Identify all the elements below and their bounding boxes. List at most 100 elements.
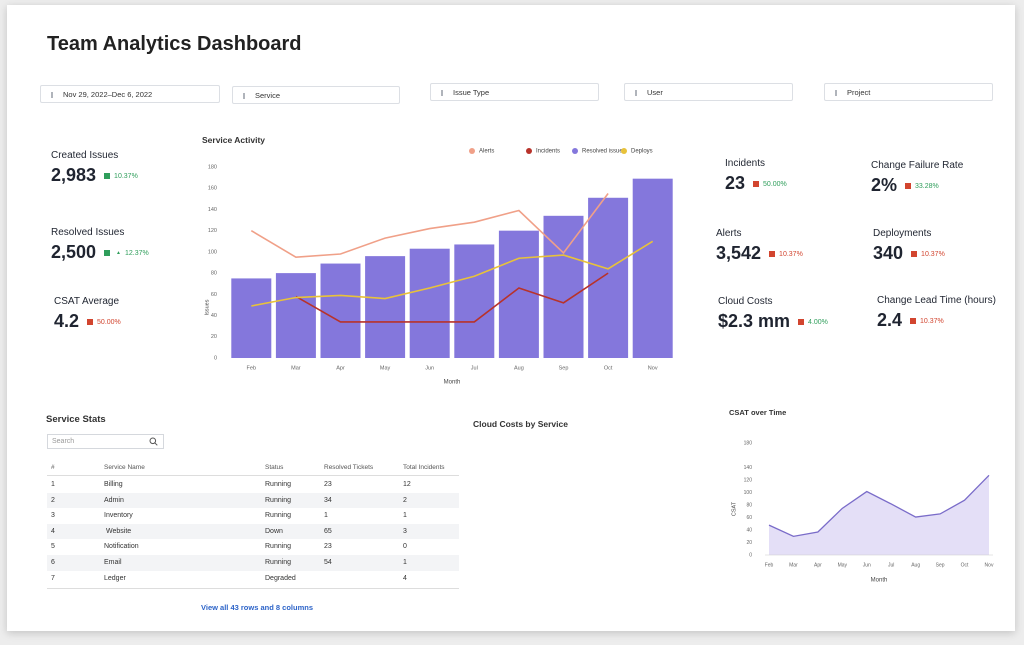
search-placeholder: Search [52, 438, 75, 445]
legend-marker [469, 148, 475, 154]
table-cell: 3 [51, 512, 55, 520]
metric-row: 3,542 10.37% [716, 243, 803, 264]
y-tick-label: 180 [744, 440, 753, 446]
metric-value: $2.3 mm [718, 311, 791, 331]
table-cell: Admin [104, 496, 124, 504]
change-icon [104, 173, 111, 180]
metric-label: Created Issues [51, 150, 119, 161]
y-axis-label: CSAT [731, 501, 737, 516]
table-cell: 54 [324, 559, 332, 566]
metric-change: 4.00% [808, 318, 828, 326]
column-header: Resolved Tickets [324, 464, 374, 471]
search-box[interactable]: Search [47, 434, 164, 449]
issue-type-filter[interactable]: Issue Type [430, 83, 599, 101]
table-cell: 1 [403, 512, 407, 520]
table-cell: Degraded [265, 574, 296, 582]
line [250, 193, 609, 259]
y-tick-label: 20 [211, 334, 217, 340]
metric-change: 50.00% [763, 180, 787, 188]
y-tick-label: 40 [211, 313, 217, 319]
y-axis-label: Issues [204, 299, 210, 315]
date-filter[interactable]: Nov 29, 2022–Dec 6, 2022 [40, 85, 220, 103]
x-tick-label: May [838, 562, 848, 568]
x-tick-label: Feb [247, 365, 256, 371]
x-tick-label: Nov [648, 365, 658, 371]
y-tick-label: 100 [744, 490, 753, 496]
metric-label: Resolved Issues [51, 227, 125, 238]
table-cell: 7 [51, 574, 55, 582]
x-tick-label: Nov [985, 562, 994, 568]
y-tick-label: 60 [211, 292, 217, 298]
legend-marker [526, 148, 532, 154]
x-tick-label: Jul [471, 365, 478, 371]
metric-row: $2.3 mm 4.00% [718, 311, 828, 332]
table-cell: 65 [324, 527, 332, 535]
table-cell: 12 [403, 481, 411, 488]
metric-label: CSAT Average [54, 296, 120, 307]
x-tick-label: Oct [604, 365, 613, 371]
table-cell: 4 [403, 574, 407, 582]
legend-marker [621, 148, 627, 154]
row-background [47, 523, 459, 540]
y-tick-label: 120 [744, 478, 753, 484]
bar [632, 178, 673, 358]
row-background [47, 492, 459, 509]
service-filter[interactable]: Service [232, 86, 400, 104]
bar [498, 230, 539, 358]
table-cell: Running [265, 543, 292, 551]
x-tick-label: Mar [291, 365, 301, 371]
chart-title: Cloud Costs by Service [473, 419, 568, 429]
table-cell: 4 [51, 527, 55, 535]
search-icon [149, 437, 158, 446]
table-cell: 1 [324, 512, 328, 520]
bar [588, 197, 629, 358]
view-all-link[interactable]: View all 43 rows and 8 columns [201, 603, 313, 612]
table-cell: 2 [51, 496, 55, 504]
area [769, 475, 989, 555]
table-cell: Running [265, 481, 292, 488]
metric-change: 10.37% [779, 250, 803, 258]
column-header: Total Incidents [403, 464, 445, 471]
y-tick-label: 80 [746, 503, 752, 509]
metric-row: 2% 33.28% [871, 175, 939, 196]
metric-value: 4.2 [54, 311, 80, 331]
x-tick-label: May [380, 365, 391, 371]
table-cell: 6 [51, 559, 55, 566]
metric-label: Alerts [716, 228, 742, 239]
metric-change: 10.37% [921, 250, 945, 258]
header-divider [47, 475, 459, 476]
bar [275, 273, 316, 358]
y-tick-label: 100 [208, 249, 217, 255]
y-tick-label: 40 [746, 527, 752, 533]
change-icon [798, 319, 805, 326]
chart-title: Service Activity [202, 135, 265, 145]
chart-title: CSAT over Time [729, 408, 787, 417]
table-cell: Inventory [104, 512, 133, 520]
metric-value: 23 [725, 173, 746, 193]
metric-value: 340 [873, 243, 904, 263]
metric-row: 340 10.37% [873, 243, 945, 264]
bar [365, 256, 406, 358]
project-filter[interactable]: Project [824, 83, 993, 101]
table-title: Service Stats [46, 414, 106, 425]
change-icon [910, 318, 917, 325]
table-cell: 23 [324, 481, 332, 488]
user-filter[interactable]: User [624, 83, 793, 101]
table-cell: 5 [51, 543, 55, 551]
table-cell: Billing [104, 481, 123, 488]
metric-label: Incidents [725, 158, 766, 169]
bar [543, 215, 584, 358]
csat-chart: 0 20 40 60 80 100 120 140 180 Feb Mar Apr May Jun Jul A… [731, 440, 994, 583]
x-tick-label: Apr [814, 562, 822, 568]
change-icon [753, 181, 760, 188]
x-tick-label: Aug [514, 365, 524, 371]
bar [454, 244, 495, 358]
table-cell: 1 [403, 559, 407, 566]
table-cell: 23 [324, 543, 332, 551]
x-tick-label: Aug [911, 562, 920, 568]
metric-value: 2,500 [51, 242, 97, 262]
table-cell: Notification [104, 543, 139, 551]
metric-change: 50.00% [97, 318, 121, 326]
legend-label: Incidents [536, 149, 560, 155]
metric-row: 4.2 50.00% [54, 311, 121, 332]
